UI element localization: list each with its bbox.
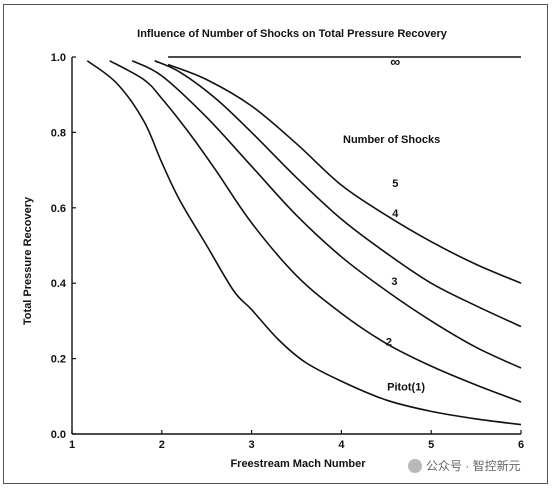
curves [86, 56, 522, 426]
x-tick-label: 1 [69, 439, 75, 451]
x-tick-label: 6 [518, 439, 524, 451]
series-label: Pitot(1) [387, 382, 425, 394]
y-tick-label: 0.4 [51, 278, 67, 290]
watermark: 公众号 · 智控新元 [408, 457, 521, 474]
chart-title: Influence of Number of Shocks on Total P… [137, 28, 448, 40]
series-label: 4 [392, 208, 399, 220]
y-axis-label: Total Pressure Recovery [22, 196, 34, 325]
x-axis-label: Freestream Mach Number [230, 458, 366, 470]
series-label: 5 [392, 178, 398, 190]
series-line [167, 63, 522, 284]
wechat-icon [408, 458, 422, 473]
series-line [86, 60, 522, 426]
y-tick-label: 0.0 [51, 429, 66, 441]
plot-axes: 1 2 3 4 5 6 0.0 0.2 0.4 0.6 0.8 1.0 [51, 52, 524, 451]
y-tick-label: 1.0 [51, 52, 66, 64]
series-line [109, 60, 522, 403]
series-line [131, 60, 522, 369]
x-tick-label: 4 [338, 439, 345, 451]
figure-border [3, 4, 548, 484]
series-label: 2 [386, 336, 392, 348]
x-tick-label: 3 [249, 439, 255, 451]
series-label: ∞ [390, 53, 400, 69]
series-line [154, 60, 522, 328]
series-label: 3 [391, 276, 397, 288]
x-tick-label: 2 [159, 439, 165, 451]
y-tick-label: 0.8 [51, 127, 66, 139]
watermark-text: 公众号 · 智控新元 [426, 459, 521, 473]
x-tick-label: 5 [428, 439, 434, 451]
y-tick-label: 0.6 [51, 203, 66, 215]
curve-labels: Pitot(1) 2 3 4 5 ∞ [386, 53, 425, 393]
y-tick-label: 0.2 [51, 354, 66, 366]
legend-title: Number of Shocks [343, 134, 440, 146]
